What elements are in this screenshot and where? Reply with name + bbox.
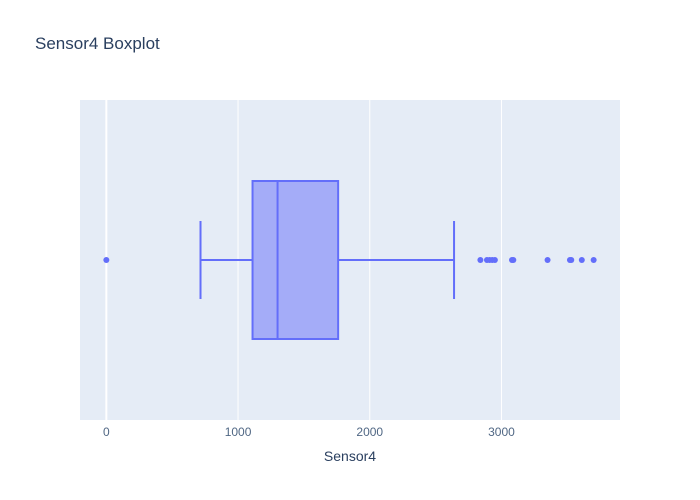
outlier-point-8 xyxy=(544,257,551,263)
x-axis-title: Sensor4 xyxy=(323,448,377,464)
outlier-points[interactable] xyxy=(103,257,597,263)
outlier-point-12 xyxy=(590,257,597,263)
x-tick-label-0: 0 xyxy=(103,425,110,439)
iqr-box xyxy=(251,180,340,340)
boxplot-trace[interactable] xyxy=(199,180,456,340)
x-tick-label-2000: 2000 xyxy=(356,425,383,439)
outlier-point-7 xyxy=(510,257,517,263)
outlier-point-0 xyxy=(103,257,110,263)
outlier-point-11 xyxy=(578,257,585,263)
x-tick-label-3000: 3000 xyxy=(488,425,515,439)
outlier-point-5 xyxy=(491,257,498,263)
outlier-point-10 xyxy=(568,257,575,263)
x-axis-ticks: 0 1000 2000 3000 xyxy=(103,425,515,439)
x-tick-label-1000: 1000 xyxy=(225,425,252,439)
chart-title: Sensor4 Boxplot xyxy=(35,34,160,53)
outlier-point-1 xyxy=(477,257,484,263)
